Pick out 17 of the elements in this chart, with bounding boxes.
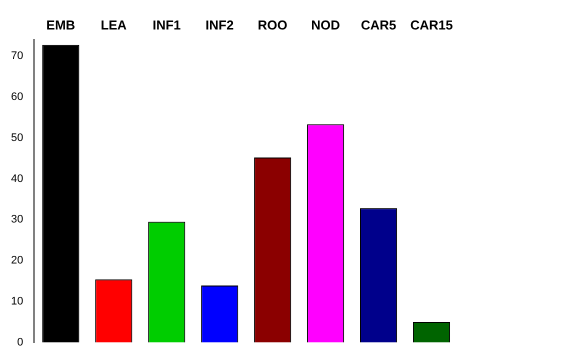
y-tick-label: 50 — [10, 132, 24, 144]
x-tick-label: INF2 — [206, 17, 234, 32]
y-tick-label: 30 — [10, 214, 24, 226]
x-tick-label: CAR15 — [410, 17, 453, 32]
bar — [42, 44, 80, 342]
x-tick-label: CAR5 — [360, 17, 396, 32]
x-tick-label: EMB — [46, 17, 76, 32]
y-tick-label: 0 — [17, 336, 24, 348]
y-tick-label: 40 — [10, 172, 24, 185]
y-tick-label: 20 — [10, 254, 24, 267]
x-tick-label: INF1 — [152, 17, 181, 32]
x-tick-label: LEA — [100, 17, 128, 32]
y-tick-label: 70 — [10, 50, 24, 62]
y-tick-label: 10 — [10, 296, 24, 308]
y-tick-label: 60 — [10, 90, 24, 103]
x-tick-label: ROO — [258, 17, 288, 32]
x-tick-label: NOD — [311, 17, 340, 32]
